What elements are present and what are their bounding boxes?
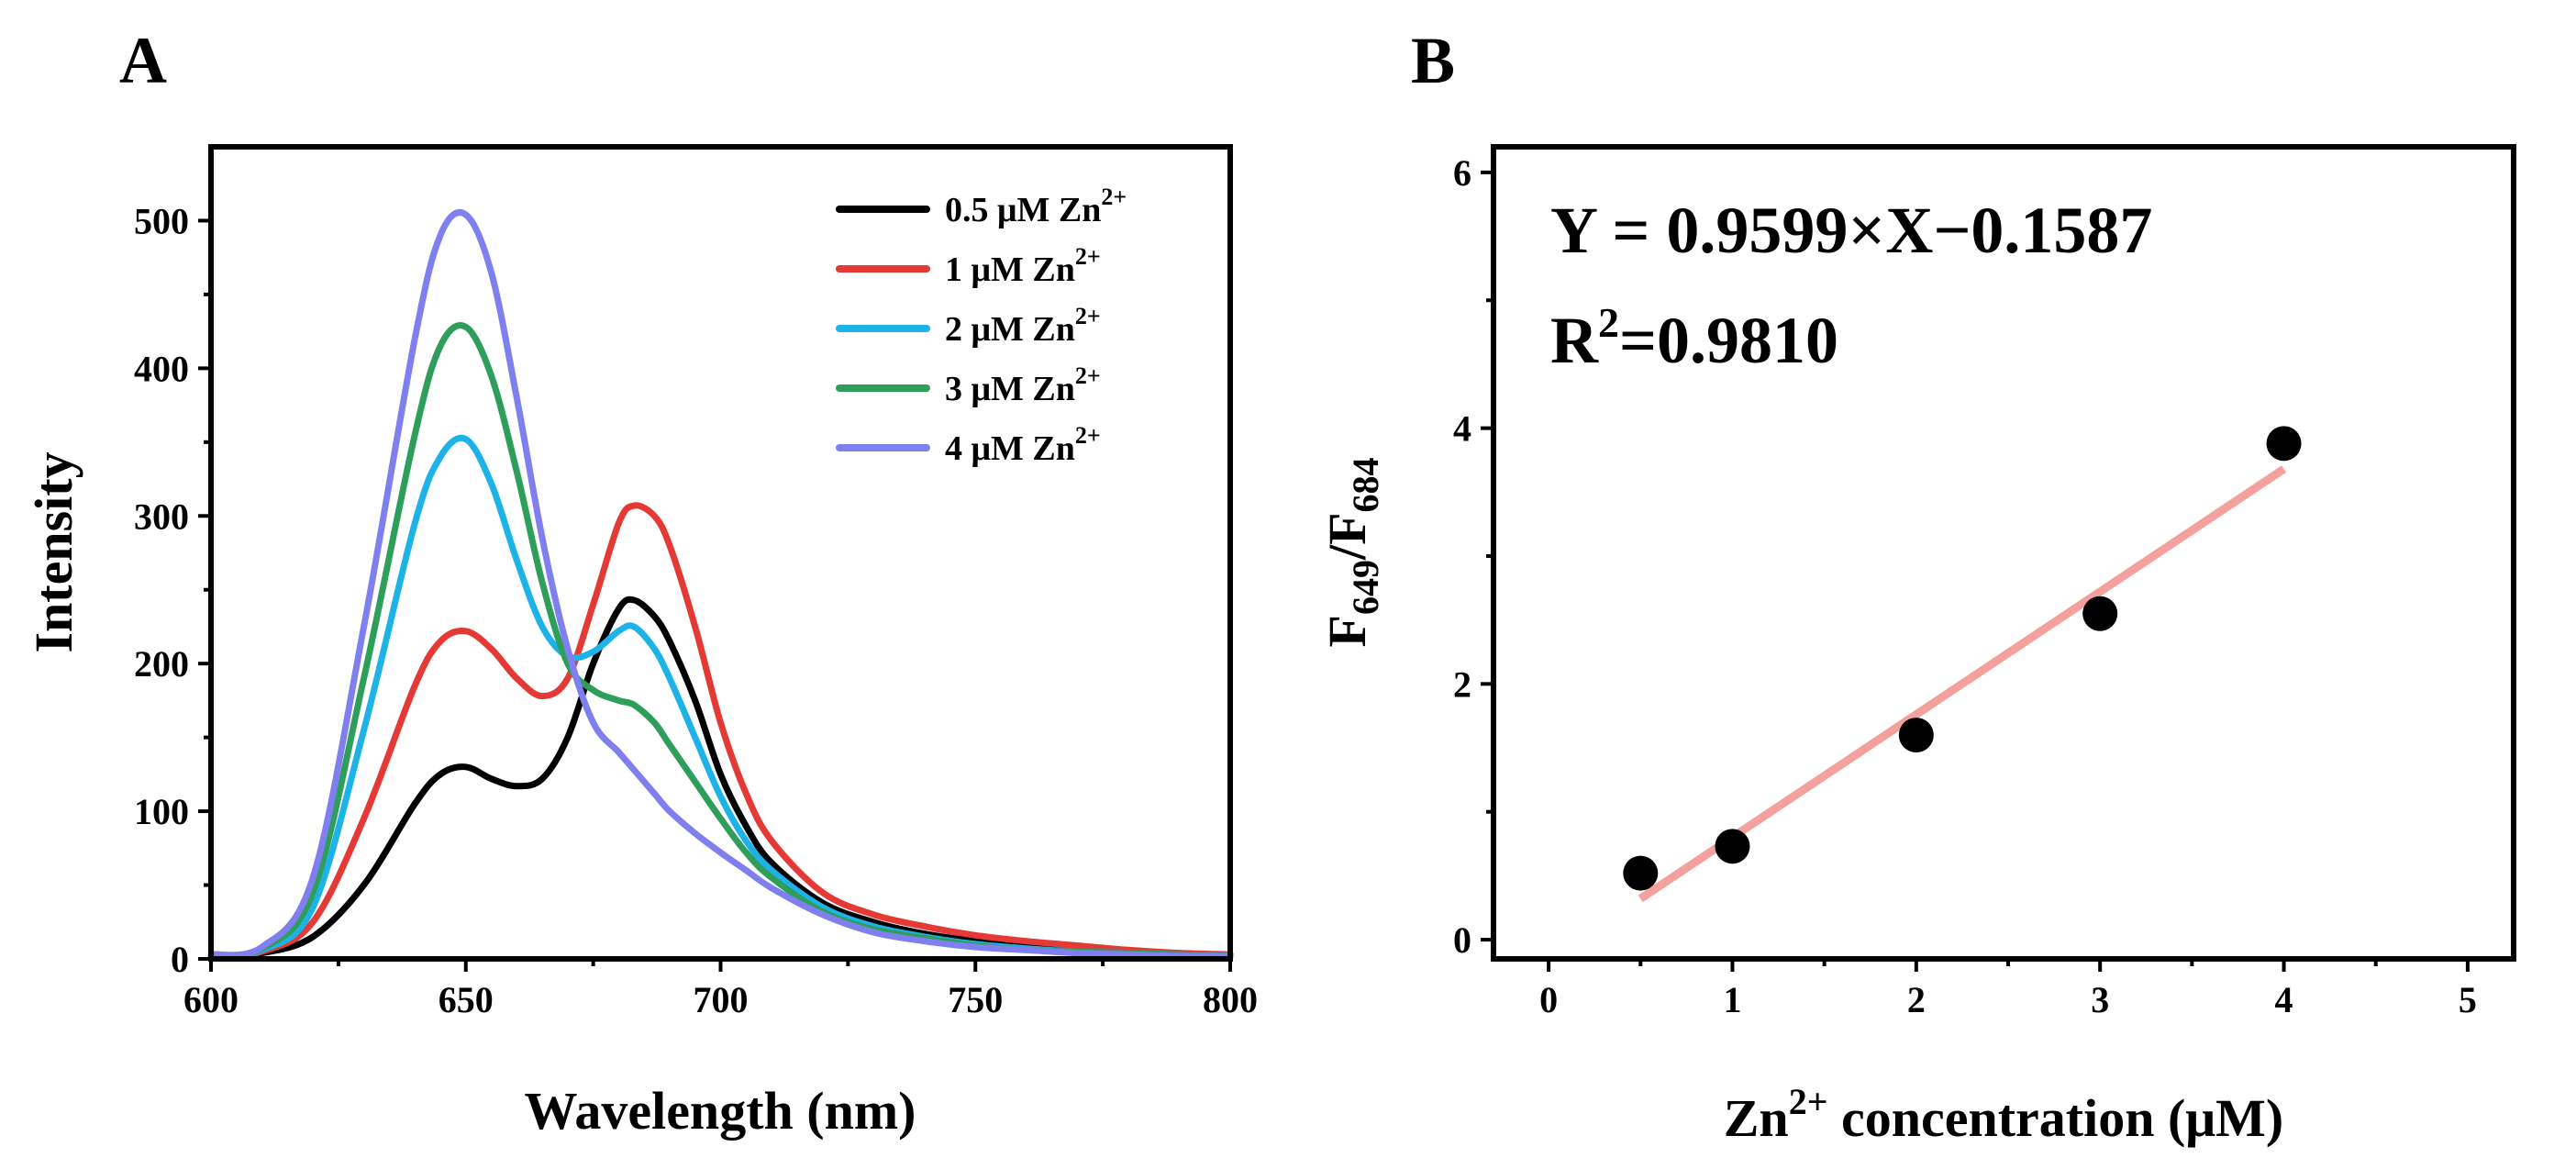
a-legend-label-superscript: 2+ bbox=[1075, 243, 1101, 270]
a-y-tick-label: 300 bbox=[134, 495, 189, 537]
panel-b-points bbox=[1623, 426, 2302, 891]
b-x-tick-label: 3 bbox=[2091, 979, 2109, 1020]
panel-a: A 600 650 700 750 800 0 100 200 300 400 500 Wavele… bbox=[24, 24, 1258, 1141]
r2-value: =0.9810 bbox=[1619, 304, 1838, 377]
panel-a-ticks: 600 650 700 750 800 0 100 200 300 400 500 bbox=[134, 200, 1258, 1020]
a-y-tick-label: 100 bbox=[134, 791, 189, 832]
a-legend-label: 3 μM Zn2+ bbox=[945, 362, 1101, 408]
a-legend-label-superscript: 2+ bbox=[1101, 184, 1127, 210]
a-legend-label-superscript: 2+ bbox=[1075, 303, 1101, 329]
a-legend-label-main: 2 μM Zn bbox=[945, 310, 1075, 349]
b-data-point bbox=[1715, 829, 1750, 864]
y-label-base: F bbox=[1317, 615, 1377, 647]
panel-a-letter: A bbox=[119, 24, 167, 97]
panel-b-axes-frame bbox=[1491, 144, 2516, 962]
a-legend-label: 1 μM Zn2+ bbox=[945, 243, 1101, 289]
panel-b-r-squared: R2=0.9810 bbox=[1550, 299, 1838, 377]
b-y-tick-label: 2 bbox=[1453, 663, 1471, 705]
a-y-tick-label: 200 bbox=[134, 643, 189, 685]
panel-a-legend: 0.5 μM Zn2+1 μM Zn2+2 μM Zn2+3 μM Zn2+4 … bbox=[836, 184, 1127, 468]
panel-b-ticks: 0 1 2 3 4 5 0 2 4 6 bbox=[1453, 152, 2477, 1020]
b-x-tick-label: 2 bbox=[1907, 979, 1926, 1020]
a-legend-label: 0.5 μM Zn2+ bbox=[945, 184, 1127, 229]
b-x-tick-label: 1 bbox=[1723, 979, 1741, 1020]
a-legend-label-superscript: 2+ bbox=[1075, 422, 1101, 449]
x-label-rest: concentration (μM) bbox=[1828, 1088, 2284, 1148]
a-series-line-2 bbox=[207, 502, 1234, 960]
panel-a-series bbox=[207, 209, 1234, 960]
b-data-point bbox=[1898, 718, 1934, 753]
b-y-tick-label: 4 bbox=[1453, 408, 1471, 450]
b-x-tick-label: 5 bbox=[2459, 979, 2477, 1020]
y-label-separator: /F bbox=[1317, 513, 1377, 562]
b-x-tick-label: 4 bbox=[2275, 979, 2293, 1020]
panel-b-fit-line bbox=[1638, 465, 2287, 903]
b-data-point bbox=[2082, 596, 2118, 631]
x-label-superscript: 2+ bbox=[1789, 1081, 1828, 1122]
b-x-tick-label: 0 bbox=[1539, 979, 1558, 1020]
a-y-tick-label: 500 bbox=[134, 200, 189, 241]
a-legend-label-main: 4 μM Zn bbox=[945, 429, 1075, 468]
r2-superscript: 2 bbox=[1598, 299, 1619, 346]
a-x-tick-label: 750 bbox=[948, 979, 1003, 1020]
a-legend-label-main: 0.5 μM Zn bbox=[945, 191, 1101, 229]
y-label-sub-684: 684 bbox=[1345, 458, 1386, 513]
a-series-line-3 bbox=[207, 434, 1234, 960]
a-legend-label-superscript: 2+ bbox=[1075, 362, 1101, 389]
b-data-point bbox=[2266, 426, 2302, 462]
a-series-line-5 bbox=[207, 209, 1234, 960]
a-legend-label-main: 3 μM Zn bbox=[945, 370, 1075, 408]
a-legend-label-main: 1 μM Zn bbox=[945, 251, 1075, 289]
a-series-line-1 bbox=[207, 596, 1234, 960]
b-data-point bbox=[1623, 855, 1659, 891]
a-legend-label: 4 μM Zn2+ bbox=[945, 422, 1101, 468]
panel-b-y-axis-label: F649/F684 bbox=[1317, 458, 1386, 648]
b-y-tick-label: 0 bbox=[1453, 919, 1471, 961]
a-legend-label: 2 μM Zn2+ bbox=[945, 303, 1101, 349]
panel-b-equation: Y = 0.9599×X−0.1587 bbox=[1550, 194, 2152, 267]
panel-b-x-axis-label: Zn2+ concentration (μM) bbox=[1724, 1081, 2284, 1148]
a-x-tick-label: 700 bbox=[694, 979, 749, 1020]
panel-b-letter: B bbox=[1411, 24, 1455, 97]
a-y-tick-label: 0 bbox=[171, 939, 189, 980]
panel-a-y-axis-label: Intensity bbox=[24, 451, 83, 652]
a-x-tick-label: 800 bbox=[1203, 979, 1258, 1020]
r2-prefix: R bbox=[1550, 304, 1599, 377]
a-y-tick-label: 400 bbox=[134, 348, 189, 389]
x-label-main: Zn bbox=[1724, 1088, 1789, 1148]
a-x-tick-label: 650 bbox=[439, 979, 494, 1020]
panel-a-x-axis-label: Wavelength (nm) bbox=[525, 1081, 916, 1141]
y-label-sub-649: 649 bbox=[1345, 560, 1386, 615]
b-y-tick-label: 6 bbox=[1453, 152, 1471, 194]
a-x-tick-label: 600 bbox=[183, 979, 239, 1020]
